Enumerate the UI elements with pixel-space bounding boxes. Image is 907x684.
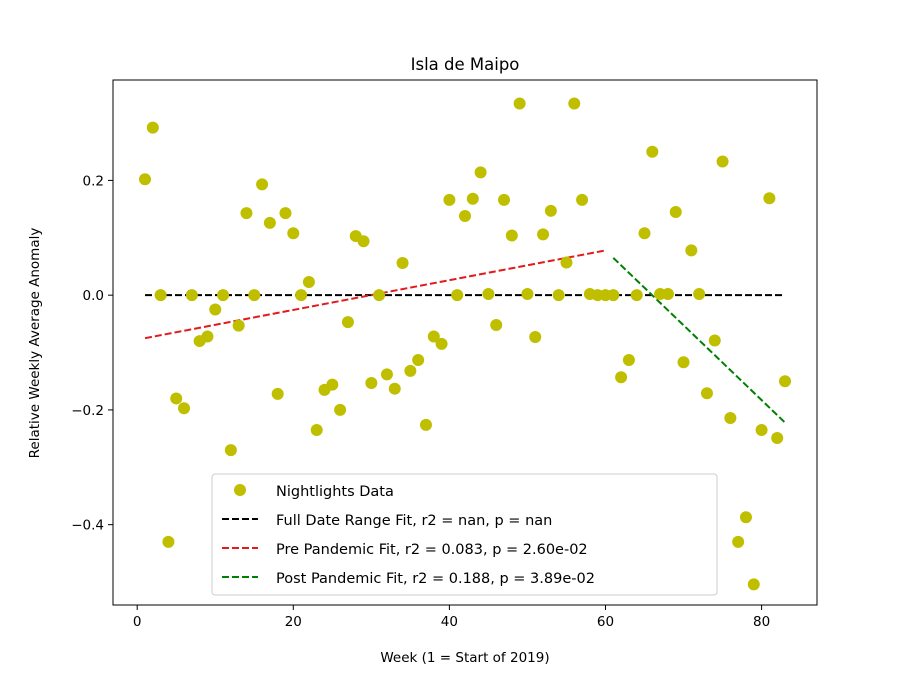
data-point xyxy=(661,288,674,301)
data-point xyxy=(201,330,214,343)
data-point xyxy=(638,227,651,240)
y-tick-label: 0.2 xyxy=(83,173,104,189)
legend-marker xyxy=(234,484,246,496)
y-axis-label: Relative Weekly Average Anomaly xyxy=(27,228,43,459)
data-point xyxy=(427,330,440,343)
data-point xyxy=(443,193,456,206)
data-point xyxy=(779,375,791,388)
y-tick-label: −0.2 xyxy=(71,403,104,419)
data-point xyxy=(240,207,253,220)
data-point xyxy=(396,257,409,270)
data-point xyxy=(622,354,635,366)
data-point xyxy=(287,227,300,240)
data-point xyxy=(529,331,542,344)
data-point xyxy=(739,511,752,524)
legend: Nightlights Data Full Date Range Fit, r2 … xyxy=(211,473,718,596)
legend-label: Post Pandemic Fit, r2 = 0.188, p = 3.89e… xyxy=(276,571,595,587)
legend-label: Nightlights Data xyxy=(276,484,394,500)
data-point xyxy=(271,387,284,400)
y-tick-label: 0.0 xyxy=(83,288,104,304)
data-point xyxy=(217,289,230,302)
data-point xyxy=(162,535,175,548)
data-point xyxy=(248,289,261,302)
data-point xyxy=(685,244,698,257)
data-point xyxy=(474,166,487,179)
data-point xyxy=(615,371,628,384)
data-point xyxy=(771,432,784,445)
data-point xyxy=(482,288,495,301)
data-point xyxy=(224,444,237,457)
data-point xyxy=(669,205,682,218)
data-point xyxy=(256,178,269,191)
data-point xyxy=(708,334,721,347)
data-point xyxy=(334,403,347,416)
data-point xyxy=(412,354,425,366)
x-tick-label: 0 xyxy=(133,614,142,630)
data-point xyxy=(185,289,198,302)
data-point xyxy=(763,192,776,205)
chart-title: Isla de Maipo xyxy=(411,55,520,74)
data-point xyxy=(498,193,511,206)
x-tick-label: 20 xyxy=(285,614,302,630)
data-point xyxy=(209,303,222,316)
data-point xyxy=(178,402,191,415)
data-point xyxy=(552,289,565,302)
data-point xyxy=(700,387,713,400)
axes-frame xyxy=(112,79,818,606)
data-point xyxy=(388,382,401,395)
x-tick-label: 40 xyxy=(441,614,458,630)
legend-box xyxy=(211,473,718,596)
data-point xyxy=(505,229,518,242)
data-point xyxy=(490,319,503,331)
data-point xyxy=(365,376,378,389)
data-point xyxy=(341,316,354,329)
data-point xyxy=(544,204,557,217)
data-point xyxy=(537,228,550,241)
data-point xyxy=(607,289,620,302)
data-point xyxy=(466,192,479,205)
data-point xyxy=(404,364,417,377)
data-point xyxy=(576,193,589,206)
data-point xyxy=(693,288,706,301)
x-tick-label: 80 xyxy=(753,614,770,630)
data-point xyxy=(170,392,183,405)
data-point xyxy=(724,411,737,424)
data-point xyxy=(139,173,151,186)
data-point xyxy=(295,289,308,302)
data-point xyxy=(419,418,432,431)
data-point xyxy=(677,356,690,369)
data-point xyxy=(560,256,573,269)
data-point xyxy=(568,97,581,110)
x-axis-label: Week (1 = Start of 2019) xyxy=(380,650,549,666)
data-point xyxy=(310,424,323,436)
data-point xyxy=(380,368,393,381)
data-point xyxy=(279,207,292,220)
data-point xyxy=(646,145,659,158)
data-point xyxy=(630,289,643,302)
data-point xyxy=(459,209,471,222)
data-point xyxy=(513,97,526,110)
legend-label: Full Date Range Fit, r2 = nan, p = nan xyxy=(276,513,552,529)
y-tick-label: −0.4 xyxy=(71,518,104,534)
data-point xyxy=(755,424,768,436)
data-point xyxy=(326,378,339,391)
data-point xyxy=(154,289,167,302)
data-point xyxy=(146,121,159,134)
data-point xyxy=(732,535,745,548)
data-point xyxy=(373,289,386,302)
data-point xyxy=(435,337,448,350)
plot-area: 0 20 40 60 80 −0.4 −0.2 0.0 0.2 xyxy=(71,79,818,630)
x-tick-label: 60 xyxy=(597,614,614,630)
data-point xyxy=(521,288,534,301)
data-point xyxy=(232,319,245,332)
data-point xyxy=(747,578,760,591)
data-point xyxy=(716,155,729,168)
data-point xyxy=(263,216,276,229)
legend-label: Pre Pandemic Fit, r2 = 0.083, p = 2.60e-… xyxy=(276,542,588,558)
data-point xyxy=(357,235,370,248)
data-point xyxy=(302,275,315,288)
data-point xyxy=(451,289,464,302)
